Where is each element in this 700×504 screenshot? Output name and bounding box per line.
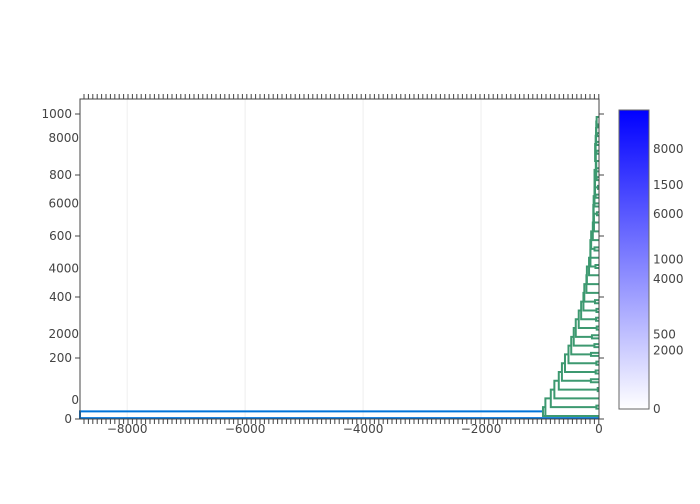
dendrogram-link <box>592 335 599 338</box>
colorbar-tick-label: 8000 <box>653 142 684 156</box>
dendrogram-link <box>591 379 599 382</box>
colorbar-tick-label: 1500 <box>653 178 684 192</box>
colorbar-tick-label: 4000 <box>653 272 684 286</box>
dendrogram-links <box>80 117 599 418</box>
colorbar-tick-label: 2000 <box>653 343 684 357</box>
y-tick-label: 200 <box>49 351 72 365</box>
colorbar-gradient <box>619 110 649 409</box>
y-tick-label: 800 <box>49 168 72 182</box>
colorbar: 8000 1500 6000 1000 4000 500 2000 0 <box>619 110 684 416</box>
x-tick-label: −8000 <box>107 422 148 436</box>
y-axis: 0 200 400 600 800 1000 0 2000 4000 6000 8000 <box>41 107 604 426</box>
y-tick-label: 1000 <box>41 107 72 121</box>
dendrogram-link <box>543 407 599 416</box>
colorbar-tick-label: 6000 <box>653 207 684 221</box>
x-tick-label: −6000 <box>225 422 266 436</box>
dendrogram-link <box>595 300 599 303</box>
grid-lines <box>127 99 481 419</box>
y-overlay-tick-label: 2000 <box>48 327 79 341</box>
dendrogram-link <box>595 247 599 250</box>
y-overlay-tick-label: 6000 <box>48 196 79 210</box>
x-tick-label: −2000 <box>461 422 502 436</box>
dendrogram-link <box>596 195 599 198</box>
dendrogram-link <box>80 411 599 418</box>
colorbar-tick-label: 500 <box>653 327 676 341</box>
dendrogram-link <box>594 344 599 347</box>
dendrogram-link <box>595 265 599 268</box>
x-tick-label: −4000 <box>343 422 384 436</box>
colorbar-tick-label: 1000 <box>653 253 684 267</box>
y-overlay-tick-label: 0 <box>71 393 79 407</box>
x-tick-label: 0 <box>595 422 603 436</box>
y-overlay-tick-label: 8000 <box>48 131 79 145</box>
dendrogram-link <box>591 353 599 356</box>
x-axis: −8000 −6000 −4000 −2000 0 <box>84 94 603 436</box>
y-overlay-tick-label: 4000 <box>48 262 79 276</box>
y-tick-label: 400 <box>49 290 72 304</box>
colorbar-tick-label: 0 <box>653 402 661 416</box>
y-tick-label: 600 <box>49 229 72 243</box>
plot-frame <box>80 99 599 419</box>
dendrogram-link <box>596 370 599 373</box>
y-tick-label: 0 <box>64 412 72 426</box>
